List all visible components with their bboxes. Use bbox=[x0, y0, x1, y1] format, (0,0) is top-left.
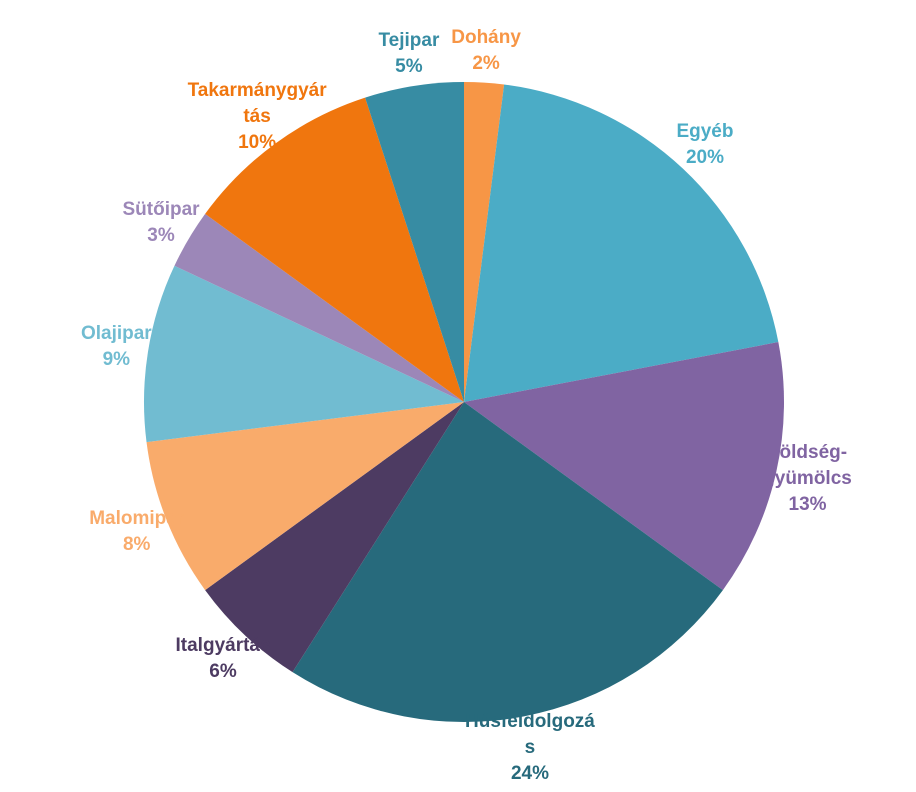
category-label: Tejipar bbox=[378, 30, 440, 52]
value-label: 2% bbox=[472, 52, 500, 74]
category-label: Italgyártás bbox=[175, 634, 271, 656]
value-label: 20% bbox=[685, 147, 724, 169]
category-label: Takarmánygyártás bbox=[187, 80, 327, 128]
slice-label: Tejipar 5% bbox=[378, 28, 439, 80]
pie-slice bbox=[205, 97, 464, 402]
pie-slice bbox=[365, 82, 464, 402]
slice-label: Sütőipar 3% bbox=[122, 197, 199, 249]
category-label: Dohány bbox=[451, 26, 521, 48]
pie-slice bbox=[292, 402, 723, 722]
value-label: 6% bbox=[209, 660, 237, 682]
slice-label: Takarmánygyártás 10% bbox=[187, 78, 327, 156]
category-label: Sütőipar bbox=[122, 198, 200, 220]
slice-label: Olajipar 9% bbox=[81, 321, 152, 373]
value-label: 10% bbox=[238, 132, 277, 154]
slice-label: Dohány 2% bbox=[451, 25, 521, 77]
slice-label: Egyéb 20% bbox=[676, 119, 733, 171]
value-label: 3% bbox=[147, 224, 175, 246]
slice-label: Italgyártás 6% bbox=[176, 633, 271, 685]
slice-label: Malomipar 8% bbox=[89, 506, 184, 558]
pie-slice bbox=[144, 265, 465, 443]
pie-slice bbox=[464, 84, 779, 403]
pie-slice bbox=[205, 402, 464, 673]
value-label: 8% bbox=[122, 533, 151, 555]
category-label: Malomipar bbox=[89, 507, 185, 529]
pie-slice bbox=[464, 82, 505, 402]
category-label: Egyéb bbox=[676, 121, 734, 143]
value-label: 5% bbox=[395, 56, 423, 78]
category-label: Húsfeldolgozás bbox=[465, 710, 595, 758]
slice-label: Zöldség-gyümölcs 13% bbox=[758, 440, 858, 518]
value-label: 9% bbox=[102, 348, 131, 370]
pie-slice bbox=[146, 402, 464, 591]
pie-slice bbox=[174, 213, 465, 402]
pie-slice bbox=[464, 342, 784, 591]
category-label: Zöldség-gyümölcs bbox=[763, 441, 852, 489]
slice-label: Húsfeldolgozás 24% bbox=[460, 709, 600, 787]
value-label: 24% bbox=[510, 762, 549, 784]
value-label: 13% bbox=[788, 493, 827, 515]
category-label: Olajipar bbox=[80, 322, 152, 344]
